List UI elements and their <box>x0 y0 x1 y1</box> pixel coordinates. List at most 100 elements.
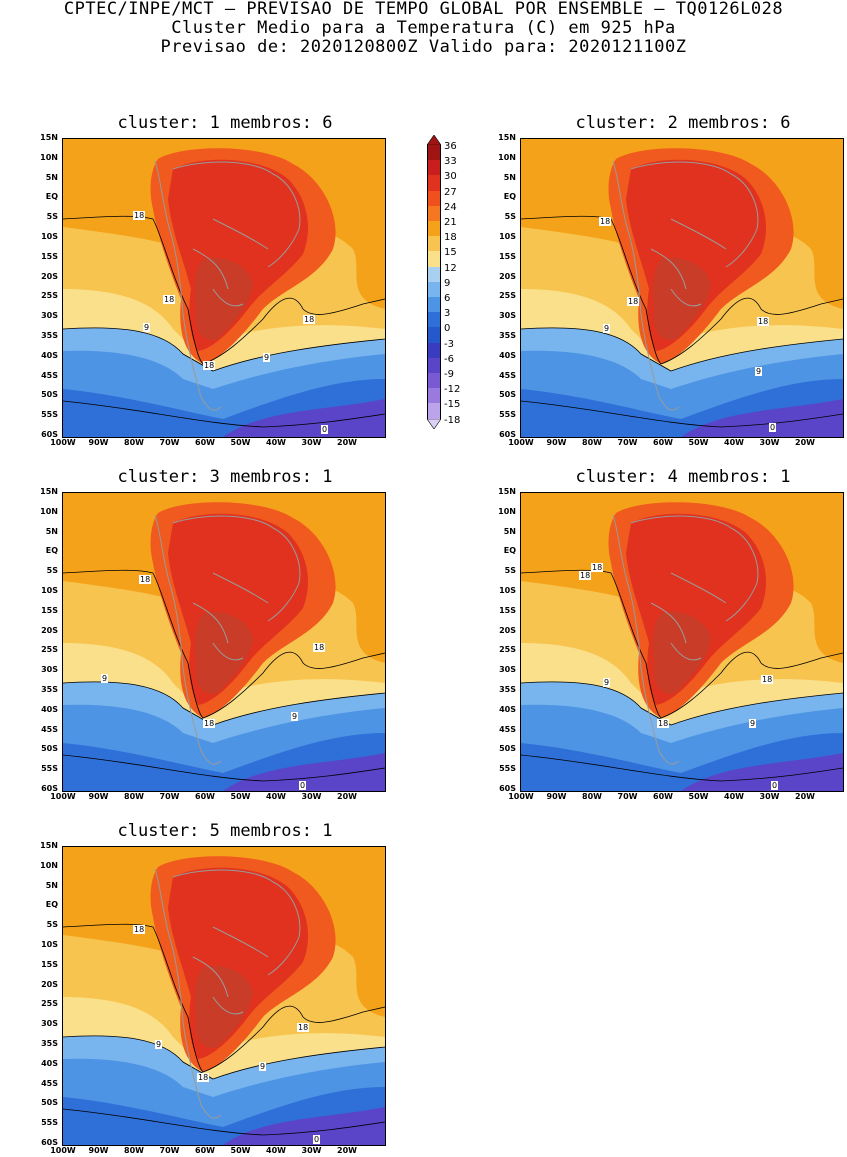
panel-title-5: cluster: 5 membros: 1 <box>117 821 333 841</box>
lon-tick-label: 50W <box>688 792 709 801</box>
contour-label: 0 <box>313 1135 321 1144</box>
colorbar-label: 36 <box>444 141 457 152</box>
band-indigo <box>223 753 385 791</box>
contour-0 <box>63 1108 385 1136</box>
lon-tick-label: 50W <box>230 438 251 447</box>
contour-label: 18 <box>757 317 770 326</box>
contour-18 <box>63 923 385 1073</box>
lon-tick-label: 70W <box>159 1146 180 1155</box>
lat-tick-label: 15S <box>41 959 58 969</box>
colorbar-label: 24 <box>444 201 457 213</box>
colorbar-top-arrow <box>427 135 441 145</box>
lat-tick-label: 10N <box>498 152 516 162</box>
lat-tick-label: 10N <box>498 506 516 516</box>
contour-label: 9 <box>263 353 271 362</box>
contour-0 <box>521 754 843 782</box>
contour-label: 9 <box>143 323 151 332</box>
header-line-1: CPTEC/INPE/MCT — PREVISAO DE TEMPO GLOBA… <box>63 0 784 19</box>
lon-tick-label: 90W <box>88 1146 109 1155</box>
map-svg-3 <box>63 493 385 791</box>
lon-tick-label: 90W <box>546 792 567 801</box>
lon-tick-label: 70W <box>617 438 638 447</box>
lon-tick-label: 100W <box>508 792 534 801</box>
header-line-2: Cluster Medio para a Temperatura (C) em … <box>171 18 676 38</box>
colorbar-swatch <box>427 297 441 313</box>
contour-label: 18 <box>579 571 592 580</box>
colorbar-swatch <box>427 175 441 191</box>
lon-tick-label: 30W <box>759 438 780 447</box>
lon-tick-label: 40W <box>724 792 744 801</box>
contour-9 <box>521 327 843 372</box>
map-panel-4: 18 18 9 18 18 9 0 <box>520 492 844 792</box>
map-svg-1 <box>63 139 385 437</box>
contour-label: 0 <box>321 425 329 434</box>
lat-tick-label: 15N <box>40 487 58 496</box>
coastline <box>154 514 301 765</box>
contour-label: 18 <box>297 1023 310 1032</box>
lat-tick-label: 55S <box>41 764 58 774</box>
lat-tick-label: 45S <box>499 370 516 380</box>
contour-label: 18 <box>627 297 640 306</box>
lat-tick-label: 40S <box>41 350 58 360</box>
lon-tick-label: 80W <box>124 438 144 447</box>
lat-tick-label: EQ <box>45 192 58 202</box>
lon-tick-label: 90W <box>546 438 567 447</box>
colorbar-swatch <box>427 266 441 282</box>
lon-tick-label: 40W <box>266 438 286 447</box>
lat-tick-label: 10N <box>40 860 58 870</box>
map-panel-2: 18 18 9 18 9 0 <box>520 138 844 438</box>
lat-tick-label: 5N <box>45 880 58 890</box>
colorbar-swatch <box>427 236 441 252</box>
lat-tick-label: 60S <box>41 1138 58 1147</box>
lat-tick-label: 25S <box>41 291 58 301</box>
contour-9 <box>63 1035 385 1080</box>
lat-tick-label: 45S <box>41 370 58 380</box>
lat-tick-label: 35S <box>41 1039 58 1048</box>
colorbar-label: 27 <box>444 186 457 198</box>
contour-18 <box>63 569 385 719</box>
continent-hottest <box>652 257 711 340</box>
lon-tick-label: 40W <box>724 438 744 447</box>
lat-tick-label: 5N <box>45 526 58 536</box>
colorbar-swatch <box>427 312 441 328</box>
contour-label: 18 <box>591 563 604 572</box>
map-svg-4 <box>521 493 843 791</box>
contour-label: 18 <box>599 217 612 226</box>
colorbar-label: -6 <box>444 353 454 365</box>
contour-label: 0 <box>771 781 779 790</box>
lat-tick-label: EQ <box>503 192 516 202</box>
lon-tick-label: 20W <box>795 438 815 447</box>
lon-tick-label: 20W <box>337 438 357 447</box>
lat-tick-label: 5S <box>46 920 58 930</box>
lat-tick-label: 60S <box>499 430 516 439</box>
coastline <box>612 160 759 411</box>
lon-tick-label: 60W <box>195 438 215 447</box>
band-indigo <box>223 399 385 437</box>
contour-label: 18 <box>761 675 774 684</box>
colorbar-label: 6 <box>444 293 451 304</box>
colorbar-label: -12 <box>444 384 461 396</box>
lat-tick-label: 15S <box>41 605 58 615</box>
map-svg-5 <box>63 847 385 1145</box>
lon-tick-label: 30W <box>301 438 322 447</box>
lat-tick-label: 15N <box>40 841 58 850</box>
lon-tick-label: 60W <box>653 792 673 801</box>
panel-title-2: cluster: 2 membros: 6 <box>575 113 791 133</box>
lon-tick-label: 80W <box>124 792 144 801</box>
contour-label: 18 <box>163 295 176 304</box>
colorbar-label: 33 <box>444 156 457 168</box>
colorbar-label: -9 <box>444 369 454 380</box>
lon-tick-label: 50W <box>230 1146 251 1155</box>
colorbar-bottom-arrow <box>427 418 441 429</box>
contour-label: 18 <box>203 719 216 728</box>
contour-label: 18 <box>133 211 146 220</box>
continent-hottest <box>194 965 253 1048</box>
map-panel-1: 18 18 18 9 9 18 0 <box>62 138 386 438</box>
lat-tick-label: 5N <box>503 526 516 536</box>
lat-tick-label: 10S <box>499 586 516 595</box>
lat-tick-label: 10N <box>40 506 58 516</box>
contour-label: 18 <box>133 925 146 934</box>
lat-tick-label: 20S <box>41 271 58 281</box>
colorbar-label: 3 <box>444 308 451 320</box>
lat-tick-label: EQ <box>45 900 58 910</box>
